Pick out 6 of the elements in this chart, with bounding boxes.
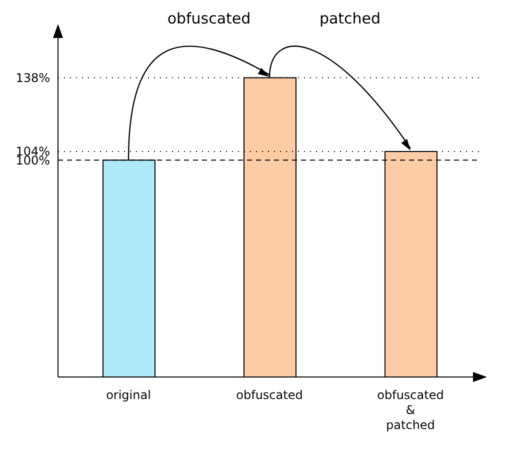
x-tick-label: original xyxy=(106,388,151,402)
x-tick-label: obfuscated & patched xyxy=(377,388,444,432)
text: obfuscated xyxy=(167,10,251,28)
text: patched xyxy=(319,10,381,28)
y-tick-label: 138% xyxy=(16,70,50,85)
x-tick-label: obfuscated xyxy=(236,388,303,402)
